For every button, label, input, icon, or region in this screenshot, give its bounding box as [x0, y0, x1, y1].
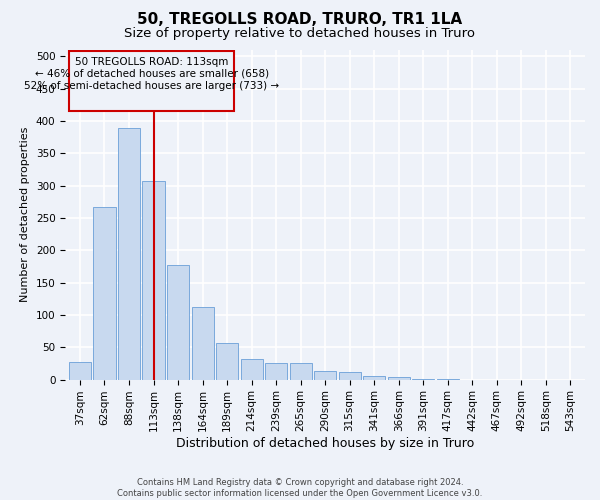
X-axis label: Distribution of detached houses by size in Truro: Distribution of detached houses by size …: [176, 437, 474, 450]
Text: 50, TREGOLLS ROAD, TRURO, TR1 1LA: 50, TREGOLLS ROAD, TRURO, TR1 1LA: [137, 12, 463, 28]
Text: 52% of semi-detached houses are larger (733) →: 52% of semi-detached houses are larger (…: [24, 81, 279, 91]
Bar: [412, 379, 434, 380]
Bar: [290, 364, 311, 380]
Bar: [363, 376, 385, 380]
Bar: [191, 306, 214, 380]
Text: Contains HM Land Registry data © Crown copyright and database right 2024.
Contai: Contains HM Land Registry data © Crown c…: [118, 478, 482, 498]
Bar: [388, 377, 410, 380]
Bar: [338, 372, 361, 380]
Bar: [437, 379, 459, 380]
Text: ← 46% of detached houses are smaller (658): ← 46% of detached houses are smaller (65…: [35, 69, 269, 79]
Bar: [142, 180, 164, 380]
Bar: [69, 52, 235, 112]
Text: 50 TREGOLLS ROAD: 113sqm: 50 TREGOLLS ROAD: 113sqm: [75, 56, 229, 66]
Bar: [94, 207, 116, 380]
Bar: [314, 371, 336, 380]
Bar: [167, 264, 189, 380]
Bar: [241, 359, 263, 380]
Bar: [118, 128, 140, 380]
Bar: [216, 343, 238, 380]
Bar: [265, 364, 287, 380]
Bar: [69, 362, 91, 380]
Text: Size of property relative to detached houses in Truro: Size of property relative to detached ho…: [125, 28, 476, 40]
Y-axis label: Number of detached properties: Number of detached properties: [20, 127, 30, 302]
